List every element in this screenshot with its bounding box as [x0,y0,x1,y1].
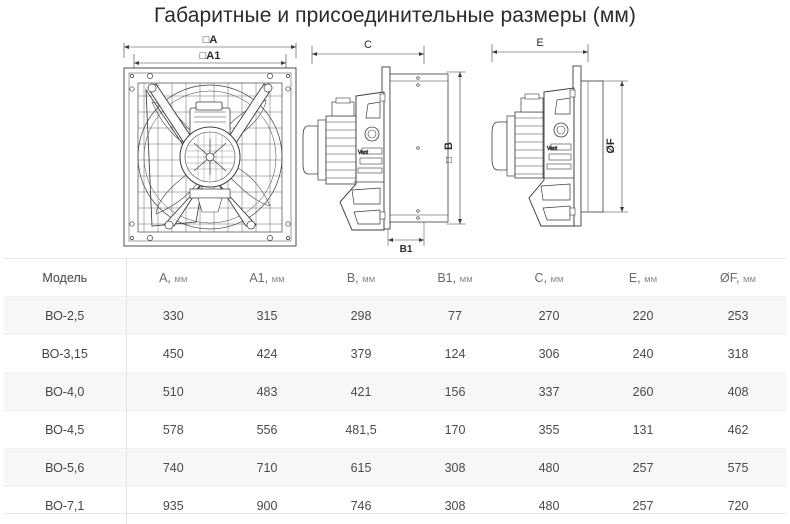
dimension-label-b1: B1 [400,244,413,255]
cell-a1: 556 [220,411,314,449]
cell-f: 318 [690,335,786,373]
cell-c: 480 [502,449,596,487]
brand-mark: Vent [358,150,369,156]
cell-a: 935 [126,487,220,524]
cell-a1: 710 [220,449,314,487]
cell-c: 337 [502,373,596,411]
cell-b1: 156 [408,373,502,411]
dimension-label-b: B [443,142,455,150]
brand-mark-rear: Vent [547,146,558,152]
cell-e: 257 [596,487,690,524]
cell-f: 720 [690,487,786,524]
table-head: Модель A, мм A1, мм B, мм B1, мм C, мм E… [4,259,786,297]
cell-model: ВО-2,5 [4,297,126,335]
dimension-label-a1: □A1 [200,50,221,62]
dimension-label-e: E [536,37,543,49]
column-header-b: B, мм [314,259,408,297]
cell-a: 740 [126,449,220,487]
cell-b: 615 [314,449,408,487]
cell-b1: 308 [408,449,502,487]
cell-a1: 424 [220,335,314,373]
cell-b: 298 [314,297,408,335]
cell-model: ВО-3,15 [4,335,126,373]
cell-f: 253 [690,297,786,335]
cell-e: 131 [596,411,690,449]
cell-b1: 77 [408,297,502,335]
side-view-svg: Vent C B1 B □ [296,34,486,256]
cell-c: 355 [502,411,596,449]
cell-f: 575 [690,449,786,487]
column-header-f: ØF, мм [690,259,786,297]
rear-view-svg: Vent E ØF [478,34,678,244]
column-header-e: E, мм [596,259,690,297]
cell-e: 220 [596,297,690,335]
cell-model: ВО-4,5 [4,411,126,449]
cell-b: 481,5 [314,411,408,449]
cell-b: 746 [314,487,408,524]
cell-b: 379 [314,335,408,373]
cell-e: 240 [596,335,690,373]
drawing-group: □A □A1 [0,26,790,256]
cell-model: ВО-4,0 [4,373,126,411]
column-header-c: C, мм [502,259,596,297]
dimension-label-a: □A [203,34,218,46]
cell-c: 270 [502,297,596,335]
cell-a: 450 [126,335,220,373]
page-title: Габаритные и присоединительные размеры (… [0,4,790,28]
cell-model: ВО-7,1 [4,487,126,524]
cell-c: 306 [502,335,596,373]
dimensions-table: Модель A, мм A1, мм B, мм B1, мм C, мм E… [4,259,786,524]
rear-view: Vent E ØF [478,34,678,244]
cell-e: 260 [596,373,690,411]
cell-a1: 900 [220,487,314,524]
front-view-svg: □A □A1 [112,26,308,256]
cell-a: 510 [126,373,220,411]
cell-c: 480 [502,487,596,524]
dimension-label-c: C [364,39,372,51]
side-view: Vent C B1 B □ [296,34,486,256]
column-header-a1: A1, мм [220,259,314,297]
cell-a: 578 [126,411,220,449]
column-header-b1: B1, мм [408,259,502,297]
cell-a: 330 [126,297,220,335]
cell-e: 257 [596,449,690,487]
cell-b1: 124 [408,335,502,373]
cell-b: 421 [314,373,408,411]
column-header-model: Модель [4,259,126,297]
front-view: □A □A1 [112,26,308,256]
dimension-label-b-square: □ [444,157,455,163]
cell-b1: 308 [408,487,502,524]
cell-f: 408 [690,373,786,411]
dimensions-table-wrapper: Модель A, мм A1, мм B, мм B1, мм C, мм E… [4,258,786,514]
cell-model: ВО-5,6 [4,449,126,487]
table-header-row: Модель A, мм A1, мм B, мм B1, мм C, мм E… [4,259,786,297]
cell-a1: 315 [220,297,314,335]
cell-b1: 170 [408,411,502,449]
column-header-a: A, мм [126,259,220,297]
cell-f: 462 [690,411,786,449]
dimension-label-f: ØF [605,138,617,154]
cell-a1: 483 [220,373,314,411]
